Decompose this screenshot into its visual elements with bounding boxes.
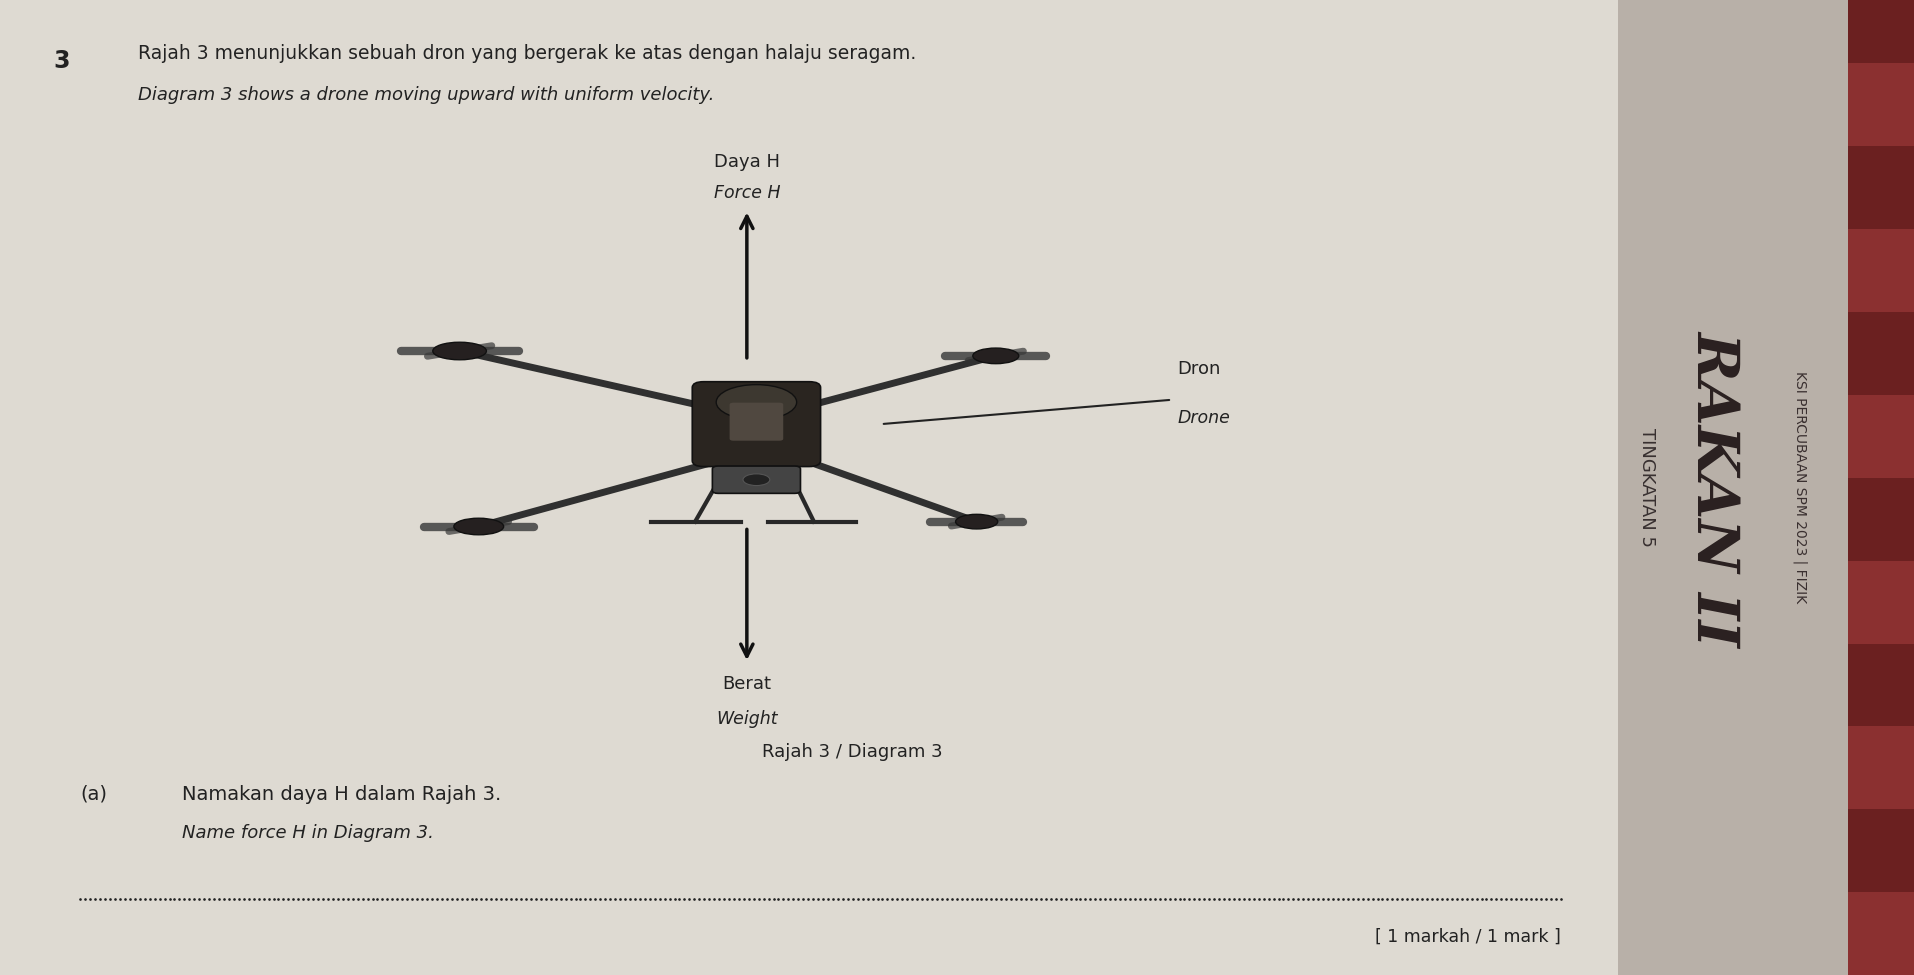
Text: KSI PERCUBAAN SPM 2023 | FIZIK: KSI PERCUBAAN SPM 2023 | FIZIK (1792, 371, 1807, 604)
Text: Diagram 3 shows a drone moving upward with uniform velocity.: Diagram 3 shows a drone moving upward wi… (138, 86, 714, 103)
Bar (0, 0, 1617, 975)
Text: Drone: Drone (1177, 410, 1231, 427)
Text: 3: 3 (54, 49, 71, 73)
FancyBboxPatch shape (729, 403, 783, 441)
Text: Rajah 3 menunjukkan sebuah dron yang bergerak ke atas dengan halaju seragam.: Rajah 3 menunjukkan sebuah dron yang ber… (138, 44, 915, 62)
Bar (1847, 644, 1914, 726)
Text: Name force H in Diagram 3.: Name force H in Diagram 3. (182, 824, 434, 841)
Text: TINGKATAN 5: TINGKATAN 5 (1636, 428, 1656, 547)
Bar (1847, 146, 1914, 229)
Bar (1847, 312, 1914, 395)
Text: Force H: Force H (714, 184, 779, 202)
Text: Weight: Weight (716, 710, 777, 727)
Ellipse shape (972, 348, 1018, 364)
Bar (1847, 395, 1914, 478)
Ellipse shape (716, 385, 796, 419)
Bar (1847, 809, 1914, 892)
Text: (a): (a) (80, 785, 107, 803)
Text: Dron: Dron (1177, 361, 1221, 378)
Text: [ 1 markah / 1 mark ]: [ 1 markah / 1 mark ] (1374, 928, 1560, 946)
Bar (1847, 726, 1914, 809)
Ellipse shape (454, 518, 503, 534)
Bar (1847, 478, 1914, 561)
Text: Daya H: Daya H (714, 153, 779, 171)
Text: Berat: Berat (722, 675, 771, 692)
Ellipse shape (955, 515, 997, 528)
Bar (1847, 892, 1914, 975)
FancyBboxPatch shape (712, 466, 800, 493)
Text: Rajah 3 / Diagram 3: Rajah 3 / Diagram 3 (762, 743, 942, 761)
Bar (1847, 561, 1914, 644)
Ellipse shape (433, 342, 486, 360)
Ellipse shape (743, 474, 769, 486)
Bar (1617, 0, 1914, 975)
Bar (1847, 229, 1914, 312)
Text: RAKAN II: RAKAN II (1684, 330, 1742, 645)
Bar (1847, 0, 1914, 63)
Bar (1847, 63, 1914, 146)
FancyBboxPatch shape (693, 381, 819, 466)
Text: Namakan daya H dalam Rajah 3.: Namakan daya H dalam Rajah 3. (182, 785, 501, 803)
